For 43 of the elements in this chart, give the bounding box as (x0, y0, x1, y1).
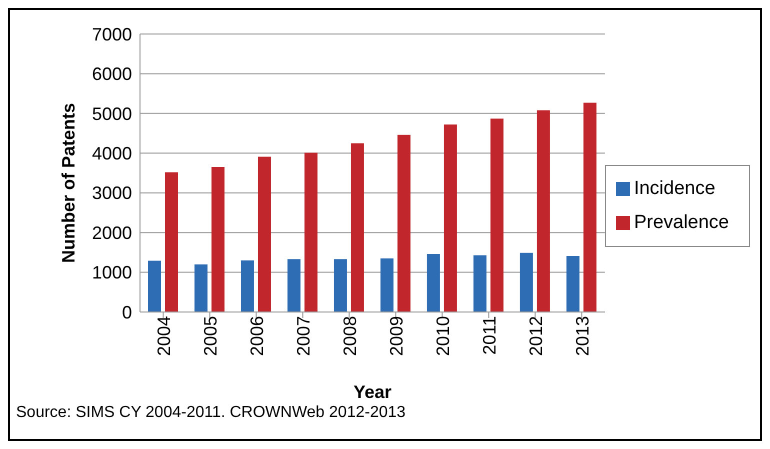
y-tick-label: 6000 (92, 64, 132, 84)
legend-label: Prevalence (634, 212, 729, 233)
y-axis-title: Number of Patents (58, 102, 78, 263)
bar (258, 156, 271, 312)
y-tick-label: 2000 (92, 222, 132, 243)
bar (536, 110, 550, 312)
y-tick-label: 4000 (92, 144, 132, 164)
bar (473, 255, 486, 312)
bar (304, 152, 318, 312)
y-tick-label: 1000 (92, 262, 132, 283)
bar (148, 260, 161, 312)
y-tick-label: 0 (122, 302, 132, 322)
bar (194, 264, 208, 312)
bar (583, 102, 596, 312)
bar (444, 124, 457, 312)
x-axis-title: Year (353, 382, 392, 402)
bar (350, 143, 364, 312)
bar (397, 134, 410, 312)
x-tick-label: 2009 (386, 316, 406, 356)
bar (520, 252, 533, 312)
x-tick-label: 2004 (154, 316, 174, 356)
x-tick-label: 2011 (479, 316, 500, 355)
x-tick-label: 2006 (247, 316, 268, 356)
x-tick-label: 2013 (572, 316, 592, 356)
y-tick-label: 5000 (92, 104, 132, 124)
legend-label: Incidence (634, 178, 716, 199)
bar (490, 118, 504, 312)
bar (426, 254, 440, 312)
bar (211, 167, 224, 312)
x-tick-label: 2012 (526, 316, 546, 356)
x-tick-label: 2010 (432, 316, 453, 356)
bar (287, 259, 300, 312)
y-tick-label: 3000 (92, 183, 132, 204)
source-note: Source: SIMS CY 2004-2011. CROWNWeb 2012-2013 (16, 404, 406, 422)
y-tick-label: 7000 (92, 24, 132, 44)
bar (566, 256, 580, 312)
bar (380, 258, 394, 312)
x-tick-label: 2008 (340, 316, 360, 356)
bar (240, 260, 254, 312)
x-tick-label: 2007 (294, 316, 314, 356)
bar (165, 172, 178, 312)
x-tick-label: 2005 (200, 316, 221, 356)
bar (334, 259, 347, 312)
